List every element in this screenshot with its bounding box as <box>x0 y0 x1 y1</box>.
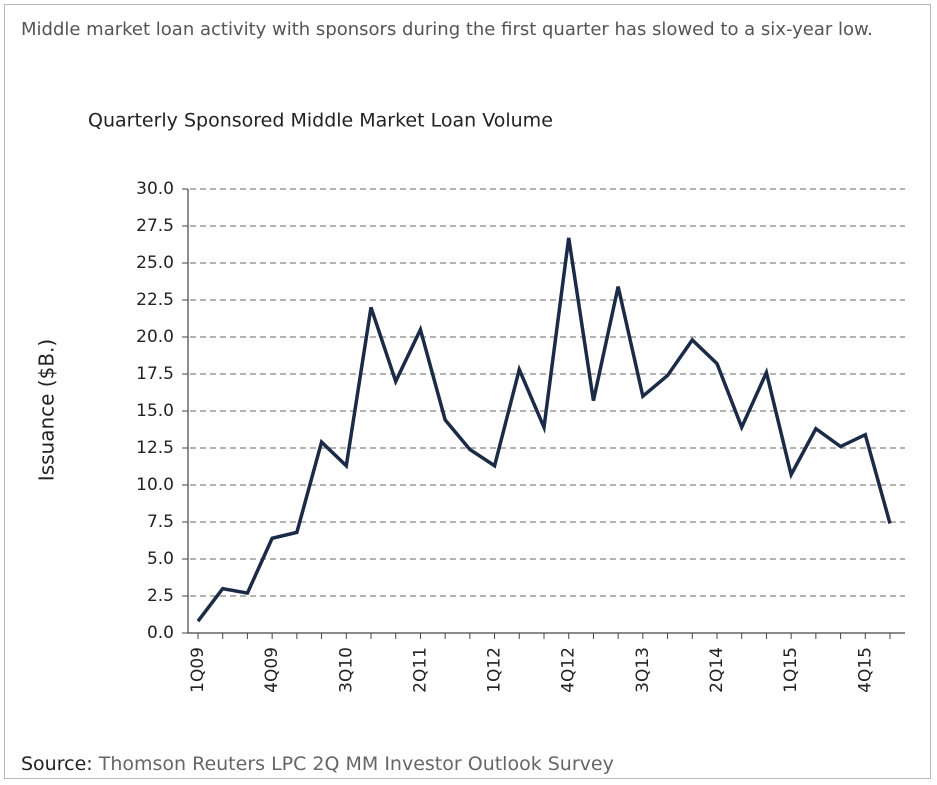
x-tick-label: 3Q10 <box>336 647 356 693</box>
y-tick-label: 22.5 <box>136 290 174 310</box>
x-tick-label: 1Q09 <box>188 647 208 693</box>
source-text: Thomson Reuters LPC 2Q MM Investor Outlo… <box>98 753 614 775</box>
y-tick-label: 10.0 <box>136 475 174 495</box>
chart-title: Quarterly Sponsored Middle Market Loan V… <box>88 110 553 132</box>
x-tick-label: 1Q15 <box>781 647 801 693</box>
x-tick-label: 1Q12 <box>485 647 505 693</box>
y-tick-label: 2.5 <box>147 586 174 606</box>
y-tick-label: 25.0 <box>136 253 174 273</box>
source-label: Source: <box>21 753 93 775</box>
y-axis-label: Issuance ($B.) <box>35 339 59 481</box>
x-tick-label: 3Q13 <box>633 647 653 693</box>
x-tick-label: 4Q09 <box>262 647 282 693</box>
y-tick-label: 17.5 <box>136 364 174 384</box>
y-tick-label: 0.0 <box>147 623 174 643</box>
x-tick-label: 4Q15 <box>855 647 875 693</box>
frame: Middle market loan activity with sponsor… <box>4 4 931 779</box>
y-tick-label: 30.0 <box>136 179 174 199</box>
y-tick-label: 27.5 <box>136 216 174 236</box>
x-tick-label: 2Q11 <box>410 647 430 693</box>
x-tick-label: 2Q14 <box>707 647 727 693</box>
chart: Quarterly Sponsored Middle Market Loan V… <box>35 110 905 693</box>
y-tick-label: 7.5 <box>147 512 174 532</box>
data-line <box>196 237 892 623</box>
x-tick-label: 4Q12 <box>559 647 579 693</box>
y-tick-label: 5.0 <box>147 549 174 569</box>
intro-text: Middle market loan activity with sponsor… <box>21 19 873 40</box>
y-tick-label: 15.0 <box>136 401 174 421</box>
y-tick-label: 12.5 <box>136 438 174 458</box>
y-tick-label: 20.0 <box>136 327 174 347</box>
source-note: Source: Thomson Reuters LPC 2Q MM Invest… <box>21 753 614 775</box>
